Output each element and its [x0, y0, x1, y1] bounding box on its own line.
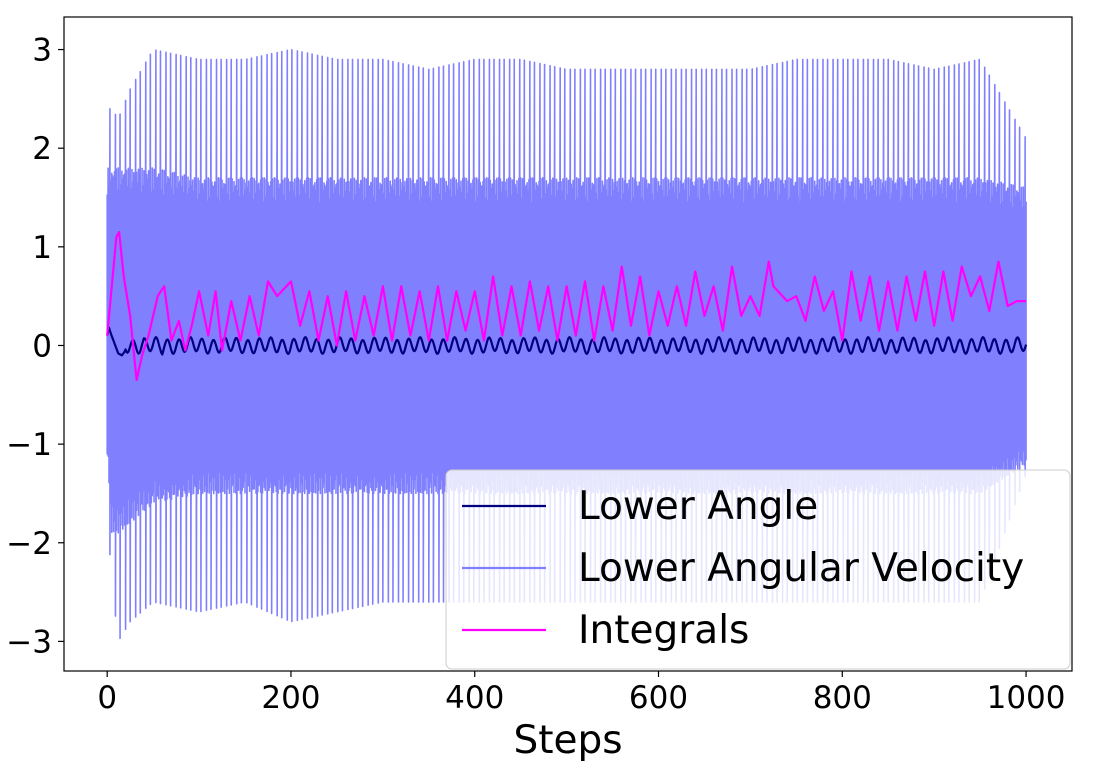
x-tick-label: 400: [445, 680, 504, 716]
legend: Lower Angle Lower Angular Velocity Integra…: [445, 469, 1071, 670]
legend-label: Lower Angular Velocity: [578, 546, 1024, 591]
legend-label: Lower Angle: [578, 484, 818, 529]
y-tick-label: 1: [32, 230, 52, 266]
x-tick-label: 1000: [987, 680, 1066, 716]
y-tick-label: −2: [6, 526, 52, 562]
y-tick-label: 0: [32, 328, 52, 364]
y-tick-label: 3: [32, 33, 52, 69]
x-axis-label: Steps: [513, 718, 622, 761]
x-tick-label: 200: [261, 680, 320, 716]
series-integrals: [106, 230, 1027, 382]
plot-frame: [63, 16, 1073, 672]
y-tick-label: −1: [6, 427, 52, 463]
x-axis: 0 200 400 600 800 1000: [97, 671, 1066, 716]
y-tick-label: 2: [32, 131, 52, 167]
x-tick-label: 0: [97, 680, 117, 716]
legend-item: Integrals: [462, 608, 749, 653]
x-tick-label: 800: [813, 680, 872, 716]
plot-series: [106, 48, 1028, 640]
legend-label: Integrals: [578, 608, 749, 653]
y-tick-label: −3: [6, 624, 52, 660]
x-tick-label: 600: [629, 680, 688, 716]
legend-item: Lower Angle: [462, 484, 818, 529]
legend-box: [445, 469, 1071, 670]
series-lower-angle: [106, 326, 1028, 357]
y-axis: −3 −2 −1 0 1 2 3: [6, 33, 64, 660]
legend-item: Lower Angular Velocity: [462, 546, 1024, 591]
